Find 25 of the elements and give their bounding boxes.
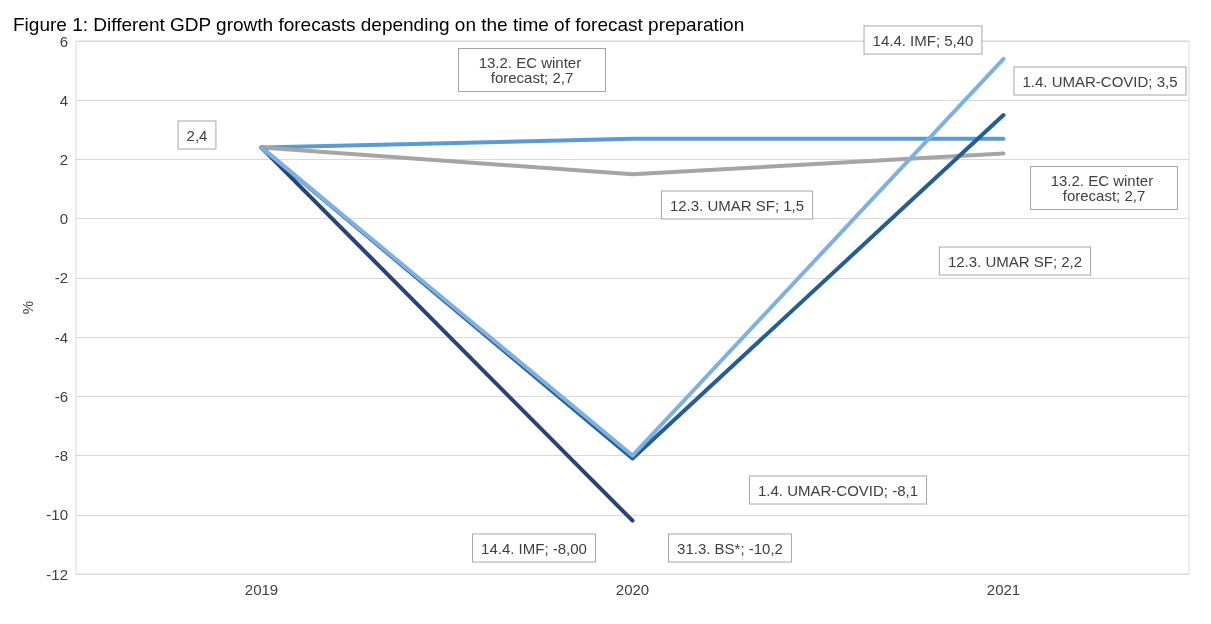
annotation: 14.4. IMF; -8,00: [481, 539, 587, 557]
chart-title: Figure 1: Different GDP growth forecasts depending on the time of forecast preparation: [13, 14, 745, 35]
y-tick-label: 0: [59, 210, 68, 228]
y-tick-label: 2: [59, 150, 68, 168]
y-tick-label: -8: [54, 447, 68, 465]
annotation: 1.4. UMAR-COVID; -8,1: [757, 481, 919, 499]
annotation: 1.4. UMAR-COVID; 3,5: [1022, 72, 1178, 90]
y-tick-label: 4: [59, 91, 68, 109]
y-tick-label: -4: [54, 328, 68, 346]
y-tick-label: -10: [46, 506, 68, 524]
y-tick-label: -6: [54, 387, 68, 405]
annotation: 31.3. BS*; -10,2: [677, 539, 783, 557]
annotation: 13.2. EC winter forecast; 2,7: [1050, 172, 1158, 204]
annotation: 14.4. IMF; 5,40: [872, 31, 974, 49]
x-tick-label: 2019: [244, 581, 279, 598]
y-tick-label: -2: [54, 269, 68, 287]
y-tick-label: 6: [59, 32, 68, 50]
x-tick-label: 2021: [986, 581, 1021, 598]
y-axis-title: %: [19, 300, 37, 315]
annotation: 13.2. EC winter forecast; 2,7: [478, 54, 586, 86]
annotation: 12.3. UMAR SF; 2,2: [947, 252, 1083, 270]
x-tick-label: 2020: [615, 581, 650, 598]
annotation: 2,4: [186, 126, 208, 144]
annotation: 12.3. UMAR SF; 1,5: [669, 196, 805, 214]
y-tick-label: -12: [46, 565, 68, 583]
